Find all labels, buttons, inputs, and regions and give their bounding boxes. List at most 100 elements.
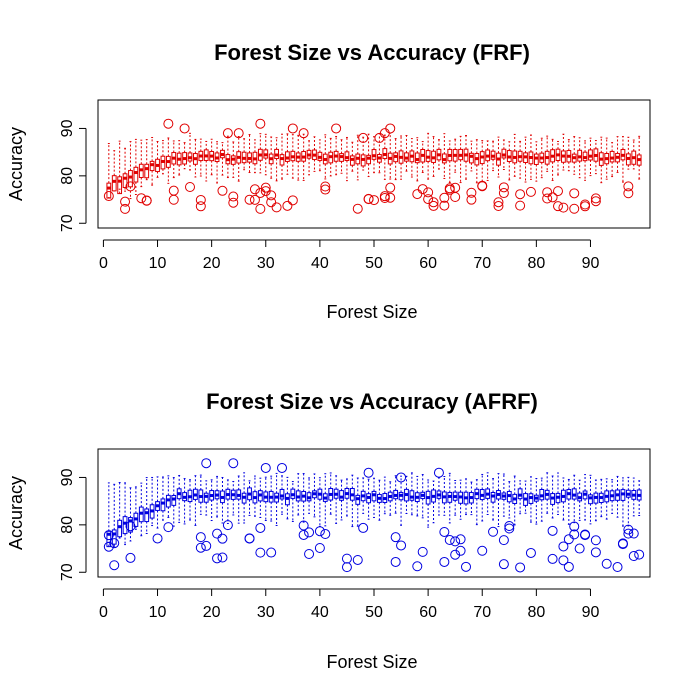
x-tick-label: 40: [311, 255, 329, 272]
chart-title: Forest Size vs Accuracy (AFRF): [206, 389, 538, 414]
box: [144, 508, 150, 523]
outlier-point: [320, 184, 331, 195]
outlier-point: [168, 194, 179, 205]
outlier-point: [412, 189, 423, 200]
outlier-point: [390, 532, 401, 543]
outlier-point: [266, 547, 277, 558]
outlier-point: [352, 554, 363, 565]
outlier-point: [515, 562, 526, 573]
box: [106, 182, 112, 199]
outlier-point: [612, 562, 623, 573]
outlier-point: [385, 182, 396, 193]
outlier-point: [498, 182, 509, 193]
outlier-point: [590, 193, 601, 204]
outlier-point: [450, 536, 461, 547]
outlier-point: [136, 193, 147, 204]
x-tick-label: 80: [527, 255, 545, 272]
outlier-point: [444, 535, 455, 546]
box: [160, 498, 166, 512]
box: [279, 488, 285, 500]
outlier-point: [515, 200, 526, 211]
outlier-point: [314, 543, 325, 554]
outlier-point: [260, 182, 271, 193]
outlier-point: [125, 552, 136, 563]
outlier-point: [304, 549, 315, 560]
outlier-point: [558, 202, 569, 213]
outlier-point: [558, 541, 569, 552]
outlier-point: [358, 522, 369, 533]
x-tick-label: 90: [582, 255, 600, 272]
outlier-point: [266, 190, 277, 201]
outlier-point: [260, 462, 271, 473]
outlier-point: [623, 181, 634, 192]
outlier-point: [201, 458, 212, 469]
outlier-point: [542, 187, 553, 198]
x-tick-label: 50: [365, 604, 383, 621]
outlier-point: [201, 540, 212, 551]
outlier-point: [547, 525, 558, 536]
outlier-point: [569, 188, 580, 199]
outlier-point: [152, 533, 163, 544]
outlier-point: [590, 196, 601, 207]
box-marks: [103, 118, 642, 214]
outlier-point: [212, 528, 223, 539]
outlier-point: [488, 526, 499, 537]
outlier-point: [390, 556, 401, 567]
outlier-point: [590, 547, 601, 558]
outlier-point: [141, 195, 152, 206]
outlier-point: [563, 561, 574, 572]
outlier-point: [455, 534, 466, 545]
outlier-point: [580, 201, 591, 212]
box: [414, 152, 420, 164]
outlier-point: [255, 522, 266, 533]
outlier-point: [569, 529, 580, 540]
outlier-point: [498, 188, 509, 199]
x-tick-label: 60: [419, 255, 437, 272]
box: [117, 519, 123, 538]
outlier-point: [547, 192, 558, 203]
outlier-point: [601, 558, 612, 569]
outlier-point: [163, 118, 174, 129]
outlier-point: [461, 561, 471, 572]
plot-frame: [97, 448, 651, 578]
outlier-point: [217, 185, 228, 196]
outlier-point: [255, 118, 266, 129]
outlier-point: [628, 551, 639, 562]
outlier-point: [590, 535, 601, 546]
box: [128, 517, 133, 533]
y-axis-ticks: 70 80 90: [59, 468, 87, 581]
outlier-point: [423, 187, 434, 198]
box: [122, 173, 128, 188]
outlier-point: [217, 552, 228, 563]
outlier-point: [222, 520, 233, 531]
outlier-point: [455, 545, 466, 556]
y-tick-label: 80: [59, 167, 76, 185]
outlier-point: [163, 522, 174, 533]
outlier-point: [515, 189, 526, 200]
x-tick-label: 70: [473, 255, 491, 272]
outlier-point: [493, 201, 504, 212]
outlier-point: [558, 555, 569, 566]
outlier-point: [623, 528, 634, 539]
x-axis-ticks: 0 10 20 30 40 50 60 70 80 90: [99, 588, 599, 621]
x-axis-label: Forest Size: [326, 652, 417, 672]
outlier-point: [255, 203, 266, 214]
outlier-point: [574, 543, 585, 554]
outlier-point: [466, 187, 477, 198]
x-tick-label: 60: [419, 604, 437, 621]
outlier-point: [439, 200, 450, 211]
outlier-point: [553, 186, 563, 197]
outlier-point: [249, 184, 260, 195]
x-tick-label: 70: [473, 604, 491, 621]
outlier-point: [439, 526, 450, 537]
outlier-point: [477, 180, 488, 191]
outlier-point: [228, 197, 239, 208]
outlier-point: [103, 191, 114, 202]
x-axis-ticks: 0 10 20 30 40 50 60 70 80 90: [99, 239, 600, 272]
box: [409, 490, 415, 501]
x-tick-label: 20: [203, 255, 221, 272]
box: [133, 166, 139, 183]
box: [144, 163, 150, 179]
outlier-point: [244, 194, 255, 205]
y-axis-ticks: 70 80 90: [59, 119, 87, 232]
